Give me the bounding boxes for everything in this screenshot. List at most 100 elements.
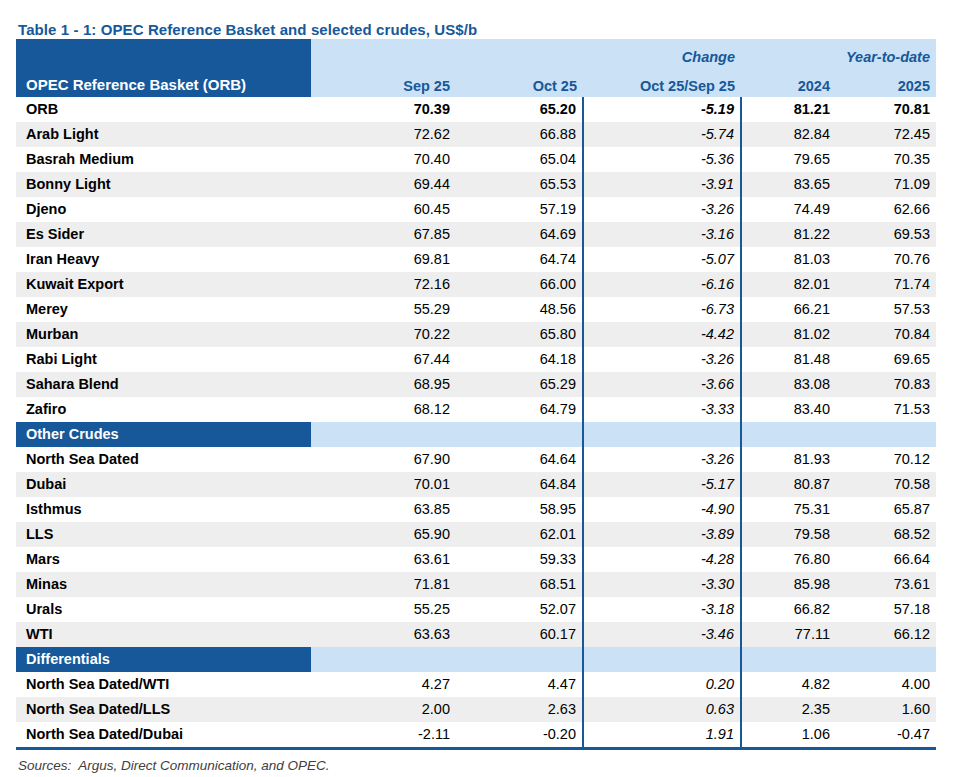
value-cell: -6.16 bbox=[583, 272, 741, 297]
value-cell: 65.53 bbox=[456, 172, 583, 197]
col-header-2024: 2024 bbox=[741, 68, 836, 97]
value-cell: 58.95 bbox=[456, 497, 583, 522]
value-cell: 64.79 bbox=[456, 397, 583, 422]
value-cell: 70.81 bbox=[836, 97, 936, 122]
table-row: Minas71.8168.51-3.3085.9873.61 bbox=[16, 572, 936, 597]
value-cell: 69.65 bbox=[836, 347, 936, 372]
value-cell: 65.80 bbox=[456, 322, 583, 347]
value-cell: 81.22 bbox=[741, 222, 836, 247]
crude-name-cell: LLS bbox=[16, 522, 311, 547]
value-cell: 2.35 bbox=[741, 697, 836, 722]
value-cell: 64.84 bbox=[456, 472, 583, 497]
value-cell: -3.46 bbox=[583, 622, 741, 647]
group-header-row: OPEC Reference Basket (ORB) Change Year-… bbox=[16, 39, 936, 68]
value-cell: 60.45 bbox=[311, 197, 456, 222]
value-cell: 2.00 bbox=[311, 697, 456, 722]
value-cell: 52.07 bbox=[456, 597, 583, 622]
value-cell: 66.82 bbox=[741, 597, 836, 622]
value-cell: 83.65 bbox=[741, 172, 836, 197]
value-cell: 80.87 bbox=[741, 472, 836, 497]
section-header-fill bbox=[741, 422, 836, 447]
table-row: Rabi Light67.4464.18-3.2681.4869.65 bbox=[16, 347, 936, 372]
value-cell: -0.20 bbox=[456, 722, 583, 749]
value-cell: 66.21 bbox=[741, 297, 836, 322]
value-cell: 72.16 bbox=[311, 272, 456, 297]
value-cell: 70.39 bbox=[311, 97, 456, 122]
value-cell: 1.06 bbox=[741, 722, 836, 749]
value-cell: -4.90 bbox=[583, 497, 741, 522]
col-header-change: Oct 25/Sep 25 bbox=[583, 68, 741, 97]
value-cell: 68.52 bbox=[836, 522, 936, 547]
section-header-row: Differentials bbox=[16, 647, 936, 672]
value-cell: 82.01 bbox=[741, 272, 836, 297]
section-header-fill bbox=[311, 647, 456, 672]
value-cell: -5.36 bbox=[583, 147, 741, 172]
orb-table: OPEC Reference Basket (ORB) Change Year-… bbox=[16, 39, 936, 750]
value-cell: 4.82 bbox=[741, 672, 836, 697]
col-header-oct25: Oct 25 bbox=[456, 68, 583, 97]
table-row: Merey55.2948.56-6.7366.2157.53 bbox=[16, 297, 936, 322]
value-cell: 65.20 bbox=[456, 97, 583, 122]
value-cell: 83.40 bbox=[741, 397, 836, 422]
value-cell: 67.44 bbox=[311, 347, 456, 372]
value-cell: 68.95 bbox=[311, 372, 456, 397]
value-cell: -3.91 bbox=[583, 172, 741, 197]
value-cell: 81.21 bbox=[741, 97, 836, 122]
value-cell: -5.07 bbox=[583, 247, 741, 272]
table-row: North Sea Dated67.9064.64-3.2681.9370.12 bbox=[16, 447, 936, 472]
crude-name-cell: Zafiro bbox=[16, 397, 311, 422]
value-cell: -4.28 bbox=[583, 547, 741, 572]
crude-name-cell: Iran Heavy bbox=[16, 247, 311, 272]
table-row: Dubai70.0164.84-5.1780.8770.58 bbox=[16, 472, 936, 497]
value-cell: 48.56 bbox=[456, 297, 583, 322]
crude-name-cell: ORB bbox=[16, 97, 311, 122]
report-page: Table 1 - 1: OPEC Reference Basket and s… bbox=[0, 0, 961, 773]
value-cell: -3.26 bbox=[583, 447, 741, 472]
crude-name-cell: Djeno bbox=[16, 197, 311, 222]
value-cell: 1.60 bbox=[836, 697, 936, 722]
crude-name-cell: Arab Light bbox=[16, 122, 311, 147]
value-cell: 0.20 bbox=[583, 672, 741, 697]
crude-name-cell: Merey bbox=[16, 297, 311, 322]
value-cell: 4.27 bbox=[311, 672, 456, 697]
crude-name-cell: Sahara Blend bbox=[16, 372, 311, 397]
value-cell: -5.17 bbox=[583, 472, 741, 497]
value-cell: 75.31 bbox=[741, 497, 836, 522]
value-cell: 74.49 bbox=[741, 197, 836, 222]
value-cell: -3.66 bbox=[583, 372, 741, 397]
section-header-fill bbox=[311, 422, 456, 447]
table-row: Kuwait Export72.1666.00-6.1682.0171.74 bbox=[16, 272, 936, 297]
value-cell: 63.63 bbox=[311, 622, 456, 647]
value-cell: 82.84 bbox=[741, 122, 836, 147]
value-cell: 70.76 bbox=[836, 247, 936, 272]
section-header-fill bbox=[456, 422, 583, 447]
crude-name-cell: WTI bbox=[16, 622, 311, 647]
col-header-sep25: Sep 25 bbox=[311, 68, 456, 97]
value-cell: 77.11 bbox=[741, 622, 836, 647]
crude-name-cell: Es Sider bbox=[16, 222, 311, 247]
table-row: Mars63.6159.33-4.2876.8066.64 bbox=[16, 547, 936, 572]
value-cell: 64.18 bbox=[456, 347, 583, 372]
crude-name-cell: Murban bbox=[16, 322, 311, 347]
crude-name-cell: Kuwait Export bbox=[16, 272, 311, 297]
table-row: Sahara Blend68.9565.29-3.6683.0870.83 bbox=[16, 372, 936, 397]
value-cell: 85.98 bbox=[741, 572, 836, 597]
section-header-fill bbox=[836, 422, 936, 447]
table-row: Murban70.2265.80-4.4281.0270.84 bbox=[16, 322, 936, 347]
value-cell: 64.64 bbox=[456, 447, 583, 472]
value-cell: -5.74 bbox=[583, 122, 741, 147]
value-cell: 4.47 bbox=[456, 672, 583, 697]
table-row: Urals55.2552.07-3.1866.8257.18 bbox=[16, 597, 936, 622]
table-row: ORB70.3965.20-5.1981.2170.81 bbox=[16, 97, 936, 122]
value-cell: 79.65 bbox=[741, 147, 836, 172]
value-cell: 70.01 bbox=[311, 472, 456, 497]
col-header-2025: 2025 bbox=[836, 68, 936, 97]
crude-name-cell: Urals bbox=[16, 597, 311, 622]
section-header-fill bbox=[836, 647, 936, 672]
table-row: Bonny Light69.4465.53-3.9183.6571.09 bbox=[16, 172, 936, 197]
table-row: North Sea Dated/WTI4.274.470.204.824.00 bbox=[16, 672, 936, 697]
ytd-group-header: Year-to-date bbox=[741, 39, 936, 68]
crude-name-cell: North Sea Dated/Dubai bbox=[16, 722, 311, 749]
table-body: ORB70.3965.20-5.1981.2170.81Arab Light 72… bbox=[16, 97, 936, 749]
table-title: Table 1 - 1: OPEC Reference Basket and s… bbox=[18, 22, 961, 38]
